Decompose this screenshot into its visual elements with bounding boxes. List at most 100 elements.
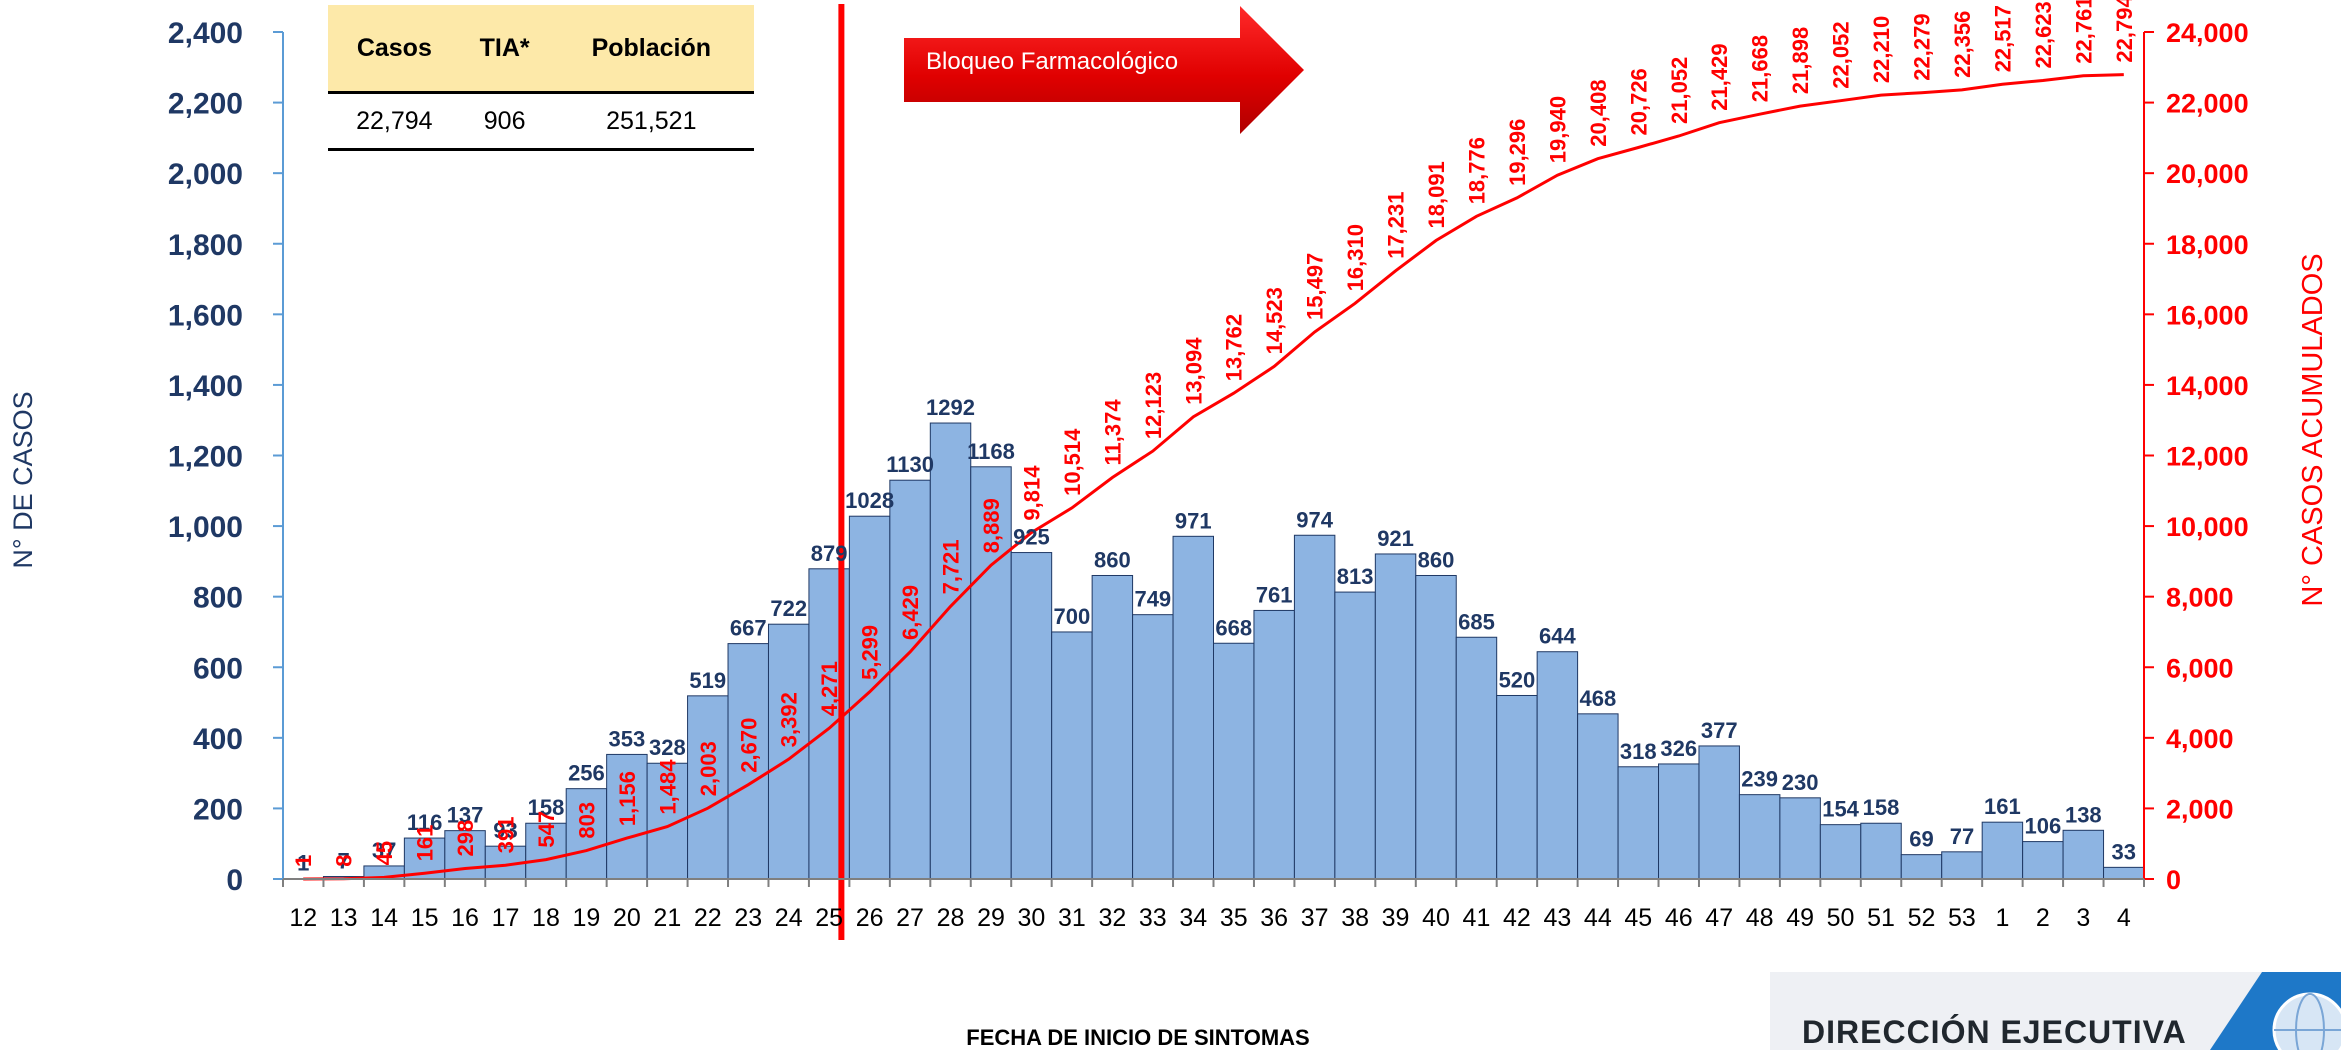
bar-value-label: 37 xyxy=(372,838,396,863)
bar-value-label: 77 xyxy=(1950,824,1974,849)
bar-value-label: 700 xyxy=(1054,604,1091,629)
bar-value-label: 158 xyxy=(528,795,565,820)
bar-week-50 xyxy=(1819,824,1862,880)
bar-week-47 xyxy=(1698,745,1740,880)
cumulative-value-label: 18,776 xyxy=(1465,137,1490,204)
x-tick-label: 47 xyxy=(1705,904,1733,932)
cumulative-labels-layer: 1 8 45 161 298 391 547 803 1,156 1,484 2,003 2,670 3… xyxy=(291,0,2137,867)
bar-week-23 xyxy=(727,643,769,880)
bar-week-48 xyxy=(1738,794,1781,880)
y-tick-left-label: 600 xyxy=(193,652,243,685)
cumulative-value-label: 391 xyxy=(494,816,519,853)
y-tick-left-label: 1,600 xyxy=(168,299,243,332)
bar-value-label: 318 xyxy=(1620,739,1657,764)
y-tick-right-label: 4,000 xyxy=(2166,724,2234,754)
x-tick-label: 14 xyxy=(370,904,398,932)
x-tick-label: 37 xyxy=(1301,904,1329,932)
x-tick-label: 34 xyxy=(1179,904,1207,932)
cumulative-value-label: 45 xyxy=(372,841,397,865)
cumulative-value-label: 20,726 xyxy=(1626,68,1651,135)
y-tick-right-label: 14,000 xyxy=(2166,371,2249,401)
y-tick-right-label: 20,000 xyxy=(2166,159,2249,189)
bar-week-32 xyxy=(1091,574,1134,880)
bar-week-53 xyxy=(1941,851,1983,880)
x-tick-label: 35 xyxy=(1220,904,1248,932)
cumulative-value-label: 22,794 xyxy=(2112,0,2137,63)
y-tick-left-label: 400 xyxy=(193,723,243,756)
bar-week-42 xyxy=(1496,694,1538,880)
bar-value-label: 116 xyxy=(407,810,443,835)
bar-week-31 xyxy=(1051,631,1093,880)
x-tick-label: 30 xyxy=(1018,904,1046,932)
summary-value-casos: 22,794 xyxy=(328,92,461,151)
cumulative-value-label: 9,814 xyxy=(1019,465,1044,521)
cumulative-value-label: 22,356 xyxy=(1950,11,1975,78)
y-tick-left-label: 800 xyxy=(193,582,243,615)
cumulative-value-label: 12,123 xyxy=(1141,372,1166,439)
bar-week-19 xyxy=(565,788,608,880)
bar-week-45 xyxy=(1617,766,1660,880)
bar-week-27 xyxy=(889,479,931,880)
bar-value-label: 761 xyxy=(1256,582,1293,607)
y-tick-left-label: 1,400 xyxy=(168,370,243,403)
bar-value-label: 860 xyxy=(1094,547,1131,572)
summary-value-tia: 906 xyxy=(460,92,549,151)
logo-text: DIRECCIÓN EJECUTIVA xyxy=(1802,1014,2187,1050)
bar-value-label: 644 xyxy=(1539,624,1576,649)
y-tick-left-label: 1,200 xyxy=(168,441,243,474)
x-tick-label: 17 xyxy=(492,904,520,932)
bar-value-label: 1130 xyxy=(886,452,934,477)
x-tick-label: 29 xyxy=(977,904,1005,932)
bar-week-24 xyxy=(767,623,810,880)
x-tick-label: 21 xyxy=(653,904,681,932)
bar-week-49 xyxy=(1779,797,1821,880)
bar-value-label: 93 xyxy=(493,818,517,843)
x-tick-label: 12 xyxy=(289,904,317,932)
x-tick-label: 49 xyxy=(1786,904,1814,932)
cumulative-value-label: 803 xyxy=(574,802,599,839)
cumulative-value-label: 17,231 xyxy=(1384,192,1409,259)
bar-value-label: 971 xyxy=(1175,508,1212,533)
x-tick-label: 26 xyxy=(856,904,884,932)
bar-week-40 xyxy=(1415,574,1457,880)
bar-value-label: 519 xyxy=(689,668,726,693)
bar-week-37 xyxy=(1293,534,1336,880)
bar-week-36 xyxy=(1253,609,1295,880)
y-tick-right-label: 22,000 xyxy=(2166,89,2249,119)
bar-week-1 xyxy=(1981,821,2024,880)
bar-week-30 xyxy=(1010,552,1053,880)
x-tick-label: 39 xyxy=(1382,904,1410,932)
x-tick-label: 1 xyxy=(1995,904,2009,932)
x-tick-label: 36 xyxy=(1260,904,1288,932)
x-tick-label: 46 xyxy=(1665,904,1693,932)
bar-week-34 xyxy=(1172,535,1214,880)
x-tick-label: 22 xyxy=(694,904,722,932)
x-tick-label: 3 xyxy=(2076,904,2090,932)
bars-layer xyxy=(282,422,2145,880)
x-tick-label: 4 xyxy=(2117,904,2131,932)
y-tick-left-label: 1,000 xyxy=(168,511,243,544)
y-tick-right-label: 12,000 xyxy=(2166,442,2249,472)
y-tick-right-label: 24,000 xyxy=(2166,18,2249,48)
logo-banner: DIRECCIÓN EJECUTIVA xyxy=(1770,972,2341,1050)
x-tick-label: 24 xyxy=(775,904,803,932)
globe-icon xyxy=(2210,972,2341,1050)
cumulative-value-label: 16,310 xyxy=(1343,224,1368,291)
cumulative-value-label: 13,762 xyxy=(1222,314,1247,381)
cumulative-value-label: 14,523 xyxy=(1262,287,1287,354)
axes-layer: 02004006008001,0001,2001,4001,6001,8002,… xyxy=(168,17,2249,932)
bar-week-28 xyxy=(929,422,972,880)
cumulative-value-label: 2,670 xyxy=(736,718,761,773)
cumulative-value-label: 161 xyxy=(413,825,438,862)
y-tick-right-label: 16,000 xyxy=(2166,300,2249,330)
x-tick-label: 48 xyxy=(1746,904,1774,932)
bar-value-label: 239 xyxy=(1741,767,1778,792)
bar-value-label: 33 xyxy=(2112,839,2136,864)
cumulative-value-label: 1,156 xyxy=(615,771,640,826)
bar-week-4 xyxy=(2103,866,2145,880)
annotation-label: Bloqueo Farmacológico xyxy=(926,48,1179,75)
cumulative-value-label: 547 xyxy=(534,811,559,848)
bar-value-label: 230 xyxy=(1782,770,1819,795)
x-tick-label: 53 xyxy=(1948,904,1976,932)
cumulative-value-label: 8 xyxy=(332,854,357,866)
